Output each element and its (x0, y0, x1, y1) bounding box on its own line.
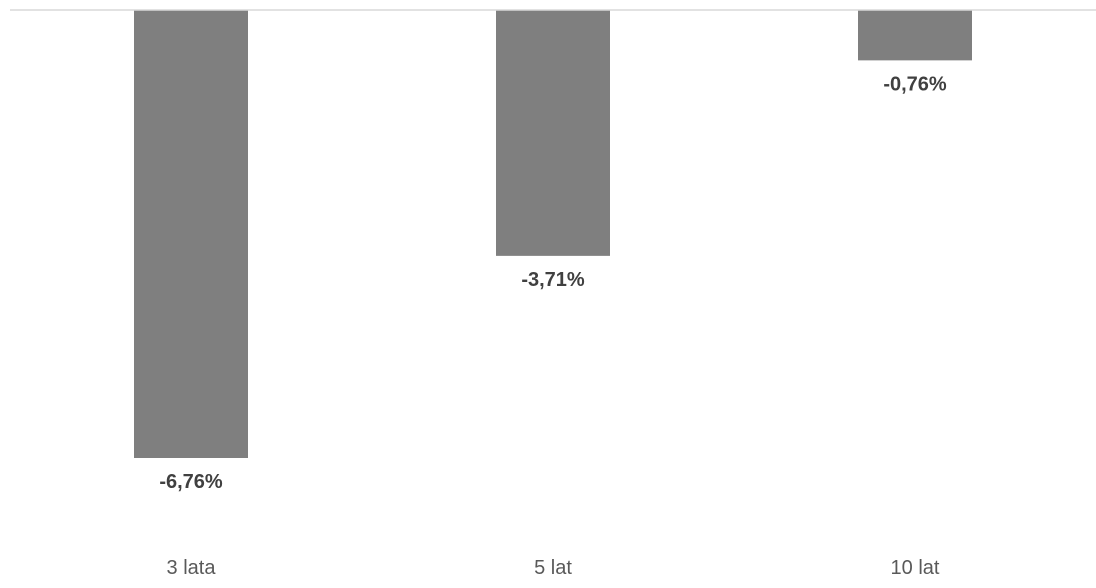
data-label-2: -3,71% (521, 269, 585, 291)
category-label-2: 5 lat (534, 557, 572, 579)
data-labels-group: -6,76% -3,71% -0,76% (159, 73, 947, 493)
bar-1 (134, 10, 248, 458)
data-label-3: -0,76% (883, 73, 947, 95)
bars-group (134, 10, 972, 458)
data-label-1: -6,76% (159, 471, 223, 493)
bar-2 (496, 10, 610, 256)
category-label-3: 10 lat (891, 557, 940, 579)
category-labels-group: 3 lata 5 lat 10 lat (167, 557, 940, 579)
bar-3 (858, 10, 972, 61)
category-label-1: 3 lata (167, 557, 217, 579)
